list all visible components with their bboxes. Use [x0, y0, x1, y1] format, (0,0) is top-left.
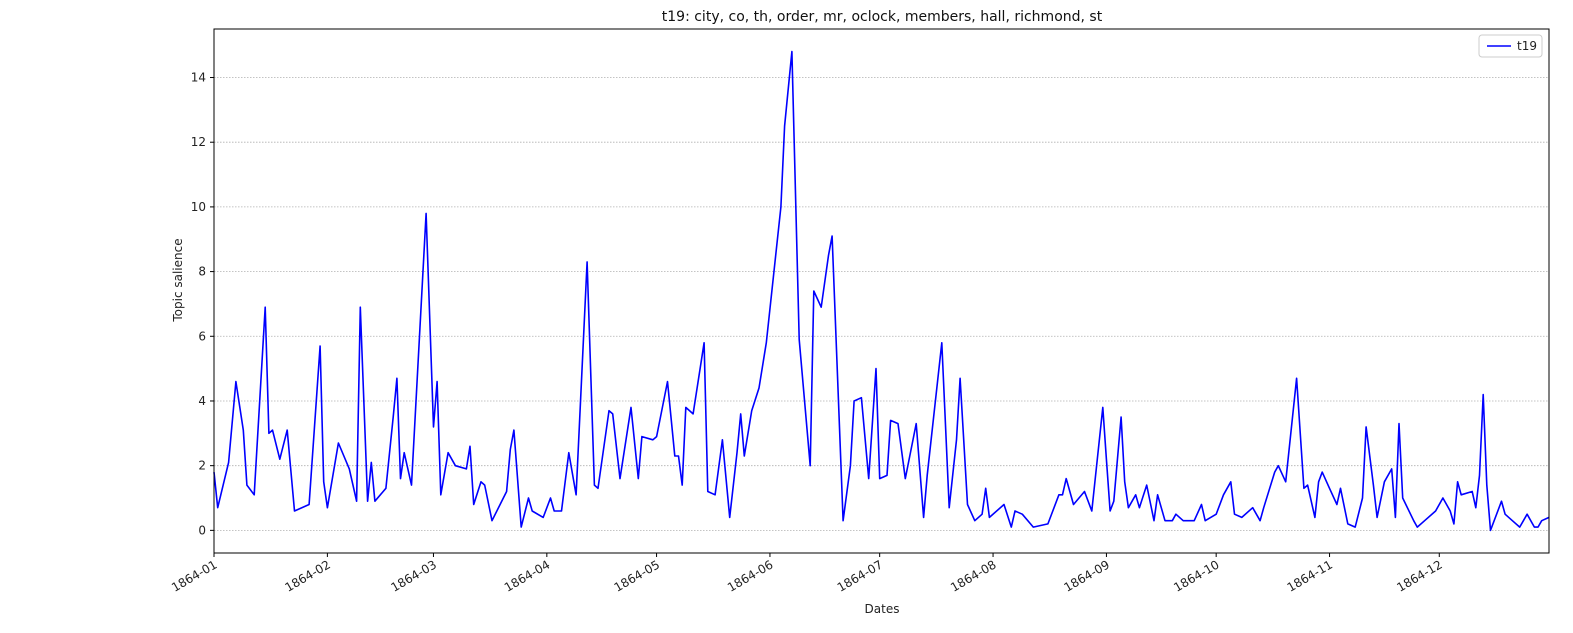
grid-lines — [214, 77, 1549, 531]
y-axis-ticks: 0 2 4 6 8 10 12 14 — [191, 71, 214, 537]
legend: t19 — [1478, 34, 1543, 58]
y-tick-label: 0 — [198, 523, 206, 537]
y-axis-title: Topic salience — [171, 238, 185, 322]
plot-area-frame — [213, 28, 1550, 554]
x-tick-label: 1864-02 — [282, 557, 332, 594]
y-tick-label: 6 — [198, 329, 206, 343]
y-tick-label: 14 — [191, 71, 206, 85]
x-tick-label: 1864-08 — [948, 557, 998, 594]
series-line-t19 — [213, 50, 1550, 532]
y-tick-label: 8 — [198, 265, 206, 279]
x-tick-label: 1864-12 — [1394, 557, 1444, 594]
legend-label-t19: t19 — [1517, 39, 1537, 53]
y-tick-label: 10 — [191, 200, 206, 214]
x-tick-label: 1864-04 — [502, 557, 552, 594]
chart-title: t19: city, co, th, order, mr, oclock, me… — [662, 9, 1103, 25]
x-tick-label: 1864-11 — [1285, 557, 1335, 594]
x-axis-ticks: 1864-01 1864-02 1864-03 1864-04 1864-05 1864-… — [169, 553, 1445, 595]
x-tick-label: 1864-07 — [835, 557, 885, 594]
x-tick-label: 1864-01 — [169, 557, 219, 594]
y-tick-label: 4 — [198, 394, 206, 408]
y-tick-label: 12 — [191, 135, 206, 149]
x-tick-label: 1864-03 — [389, 557, 439, 594]
x-tick-label: 1864-10 — [1171, 557, 1221, 594]
x-tick-label: 1864-05 — [612, 557, 662, 594]
x-tick-label: 1864-09 — [1062, 557, 1112, 594]
x-axis-title: Dates — [865, 602, 900, 616]
y-tick-label: 2 — [198, 459, 206, 473]
x-tick-label: 1864-06 — [725, 557, 775, 594]
